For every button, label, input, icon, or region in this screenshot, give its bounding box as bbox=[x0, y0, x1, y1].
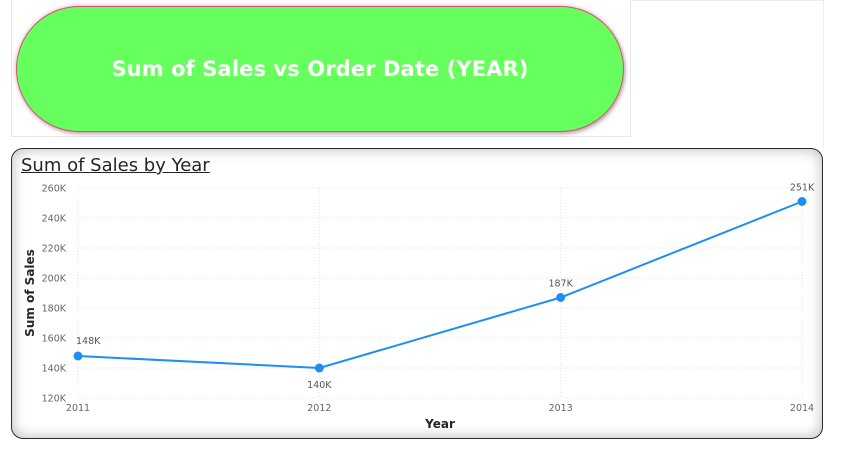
data-point bbox=[556, 293, 566, 302]
y-tick-label: 240K bbox=[42, 214, 67, 225]
line-chart-card[interactable]: Sum of Sales by Year 120K 140K 160K 180K 200… bbox=[11, 148, 823, 439]
page-title: Sum of Sales vs Order Date (YEAR) bbox=[111, 57, 529, 81]
series-line bbox=[77, 200, 803, 370]
y-tick-label: 120K bbox=[42, 394, 67, 405]
data-point bbox=[73, 351, 83, 361]
x-tick-label: 2014 bbox=[790, 403, 814, 414]
title-banner[interactable]: Sum of Sales vs Order Date (YEAR) bbox=[17, 7, 623, 131]
data-point bbox=[314, 363, 324, 373]
y-tick-label: 260K bbox=[42, 184, 67, 195]
title-frame bbox=[11, 0, 631, 137]
empty-frame bbox=[631, 0, 824, 148]
y-tick-label: 140K bbox=[42, 364, 67, 375]
y-tick-label: 160K bbox=[42, 334, 67, 345]
y-tick-label: 220K bbox=[42, 244, 67, 255]
data-label: 140K bbox=[307, 380, 332, 391]
y-tick-label: 180K bbox=[42, 304, 67, 315]
y-tick-label: 200K bbox=[42, 274, 67, 285]
data-label: 251K bbox=[790, 183, 815, 194]
x-axis-title: Year bbox=[424, 417, 455, 431]
x-tick-label: 2012 bbox=[307, 403, 331, 414]
line-chart: 120K 140K 160K 180K 200K 220K 240K 260K 2011 2012… bbox=[23, 183, 815, 432]
x-tick-label: 2013 bbox=[549, 403, 573, 414]
chart-title: Sum of Sales by Year bbox=[21, 155, 210, 176]
data-label: 187K bbox=[548, 279, 573, 290]
x-tick-label: 2011 bbox=[66, 403, 90, 414]
data-label: 148K bbox=[76, 336, 101, 347]
y-axis-title: Sum of Sales bbox=[23, 249, 37, 337]
data-point bbox=[797, 197, 807, 206]
